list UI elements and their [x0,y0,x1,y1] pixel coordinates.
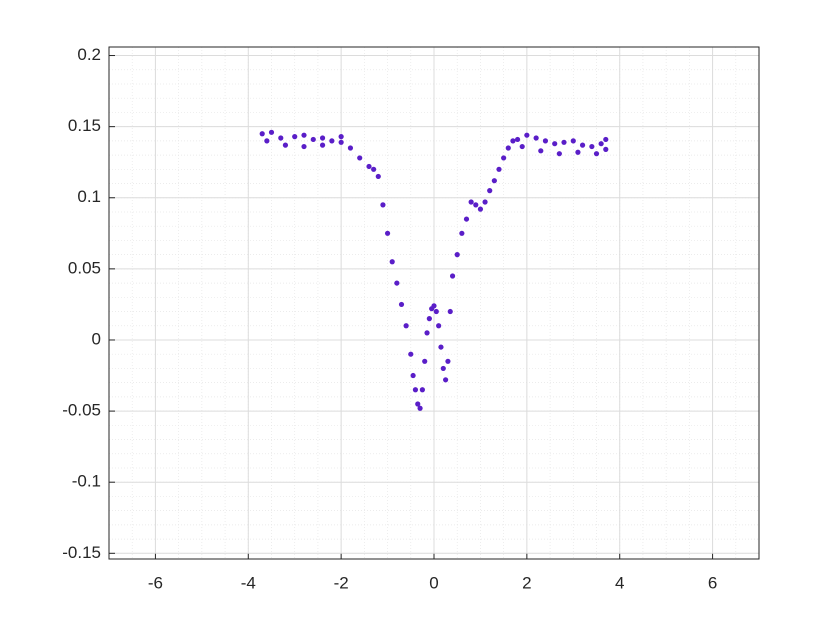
point [329,138,335,144]
point [505,145,511,151]
point [347,145,354,151]
point [338,139,344,145]
point [538,148,544,154]
axes-box [108,46,760,560]
point [552,141,558,147]
point [310,136,316,143]
point [419,387,425,393]
y-tick-label: 0.2 [77,45,101,64]
point [389,259,395,265]
point [440,365,446,372]
point [357,155,363,161]
point [268,129,275,135]
point [417,405,423,411]
point [473,202,479,208]
point [463,216,470,222]
point [380,202,386,208]
point [487,188,493,194]
point [375,173,381,180]
y-tick-label: -0.15 [62,543,101,562]
point [519,143,525,150]
y-tick-label: -0.05 [62,401,101,420]
point [292,134,298,140]
point [593,151,600,157]
point [371,166,377,172]
point [598,141,604,147]
x-tick-label: -6 [148,573,163,592]
x-tick-label: -4 [241,573,256,592]
y-tick-label: -0.1 [72,472,101,491]
point [443,377,449,383]
point [431,303,437,309]
point [501,155,507,161]
y-tick-label: 0.05 [68,258,101,277]
point [496,166,502,172]
point [338,134,344,140]
point [447,308,453,315]
point [264,138,270,144]
points [259,129,609,411]
point [301,132,307,138]
point [436,323,442,329]
point [570,138,576,144]
point [282,142,289,148]
grid [108,47,760,559]
point [449,273,456,279]
point [454,252,460,258]
point [319,142,326,148]
tick-labels: -6 -4 -2 0 2 4 6 -0.15 -0.1 -0.05 0 0.05 0.1 0.15 0.2 [62,45,717,592]
point [319,135,326,141]
point [542,138,549,144]
point [259,131,265,137]
point [422,358,428,364]
point [579,142,586,148]
point [561,139,567,145]
point [510,138,516,144]
point [575,149,581,155]
point [301,143,307,150]
point [438,344,444,350]
point [445,358,451,364]
point [589,143,595,150]
point [459,230,465,236]
point [524,132,530,138]
y-tick-label: 0.1 [77,187,101,206]
point [433,308,439,315]
x-tick-label: 0 [429,573,438,592]
point [424,330,430,336]
x-tick-label: -2 [334,573,349,592]
point [394,280,400,286]
point [384,230,391,236]
point [603,146,609,152]
point [398,301,405,308]
point [514,136,521,143]
point [403,323,409,329]
point [408,351,414,357]
point [491,178,497,184]
point [556,151,562,157]
point [415,401,421,407]
x-tick-label: 6 [708,573,717,592]
y-tick-label: 0.15 [68,116,101,135]
point [533,135,539,141]
point [468,199,474,205]
point [278,135,284,141]
point [603,136,609,143]
point [426,316,432,322]
x-tick-label: 2 [522,573,531,592]
x-tick-label: 4 [615,573,624,592]
point [482,199,488,205]
point [366,163,372,170]
point [477,206,484,212]
point [410,372,416,379]
y-tick-label: 0 [92,329,101,348]
point [412,387,419,393]
